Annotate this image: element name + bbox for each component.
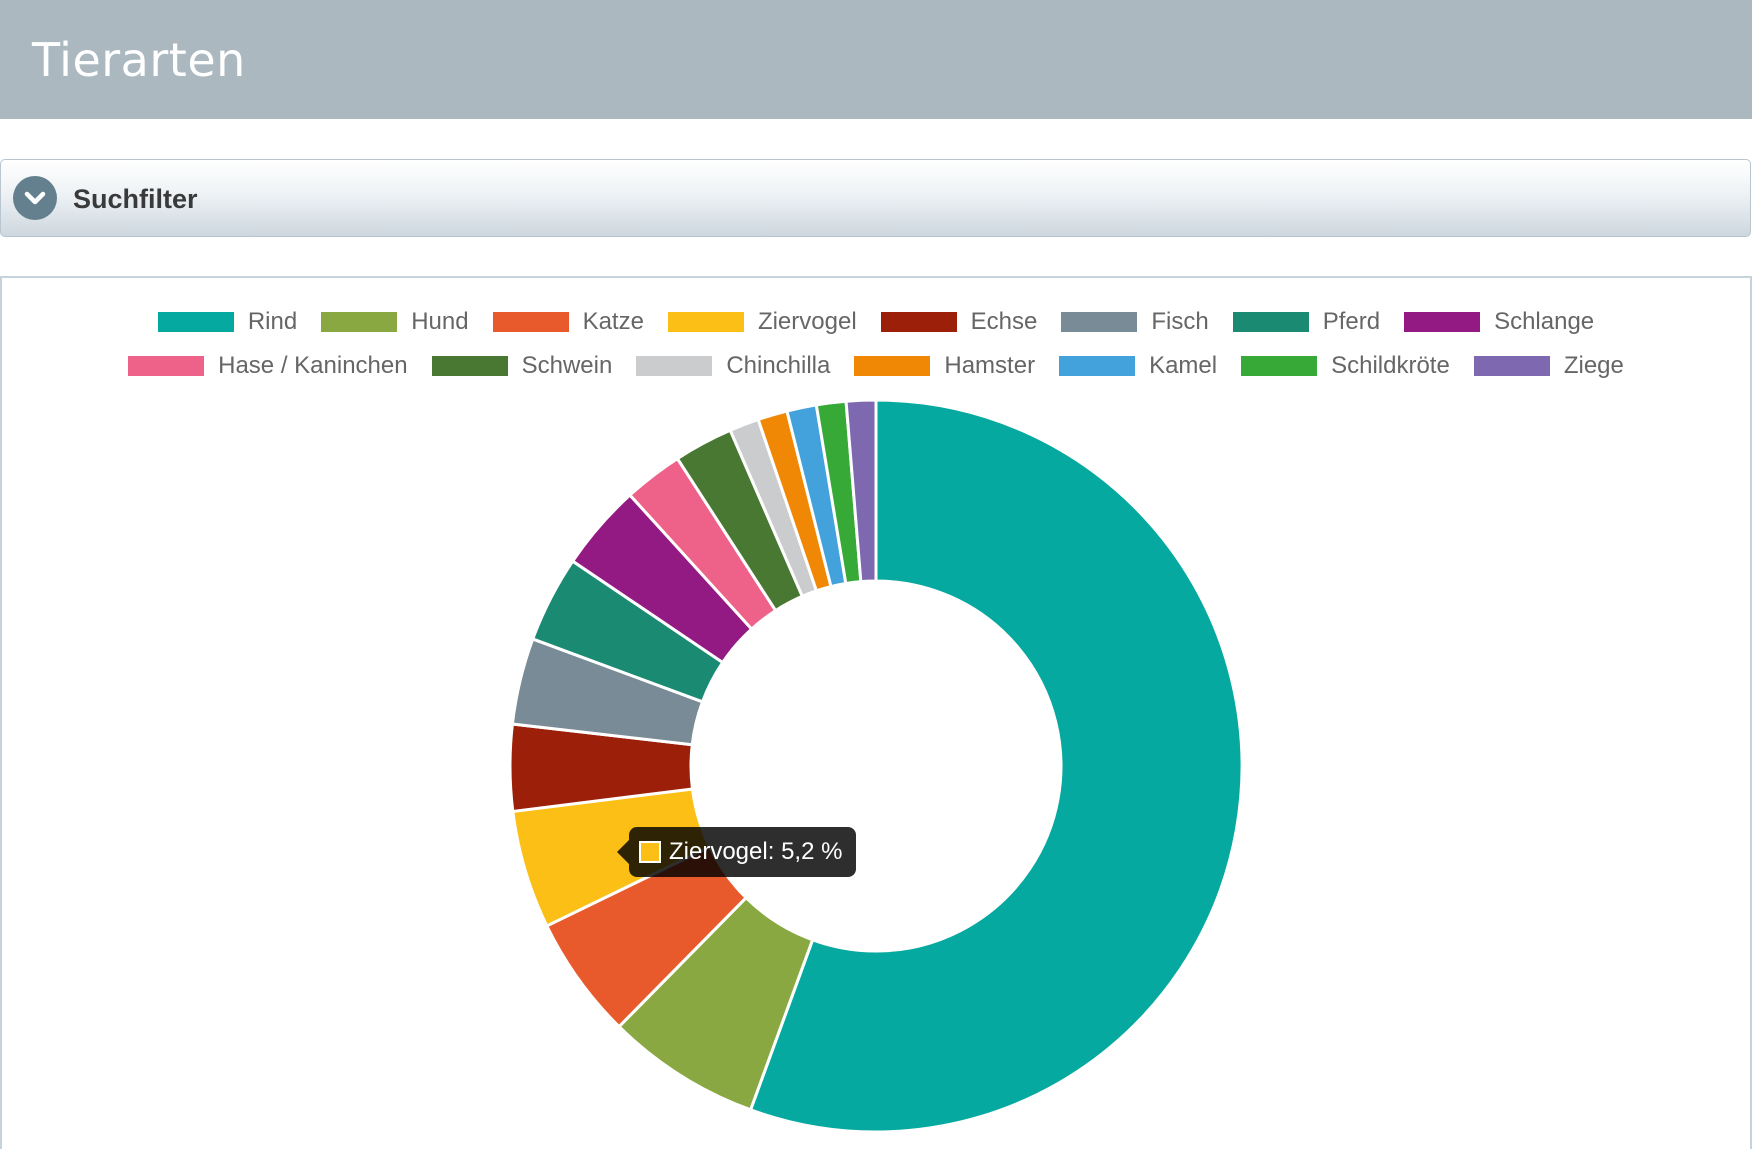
legend-swatch <box>636 356 713 376</box>
tooltip-separator: : <box>767 838 782 865</box>
legend-item-hase-kaninchen[interactable]: Hase / Kaninchen <box>128 352 408 380</box>
legend-row-1: Rind Hund Katze Ziervogel Echse Fisch Pferd Sch… <box>2 305 1750 339</box>
legend-swatch <box>1404 312 1481 332</box>
legend-label: Hamster <box>944 352 1036 379</box>
legend-swatch <box>880 312 957 332</box>
slice-rind[interactable] <box>748 398 1244 1134</box>
tooltip-value: 5,2 % <box>781 838 843 865</box>
legend-item-schildkroete[interactable]: Schildkröte <box>1241 352 1450 380</box>
chart-tooltip: Ziervogel: 5,2 % <box>616 827 857 877</box>
legend-label: Hase / Kaninchen <box>218 352 408 379</box>
search-filter-panel[interactable]: Suchfilter <box>0 159 1751 237</box>
legend-swatch <box>157 312 234 332</box>
legend-swatch <box>1232 312 1309 332</box>
legend-label: Chinchilla <box>726 352 831 379</box>
donut-chart <box>508 398 1244 1134</box>
legend-label: Ziervogel <box>757 308 857 335</box>
chevron-down-icon[interactable] <box>13 176 57 220</box>
legend-item-schlange[interactable]: Schlange <box>1404 308 1594 336</box>
legend-swatch <box>1473 356 1550 376</box>
page-header: Tierarten <box>0 0 1752 119</box>
legend-swatch <box>1241 356 1318 376</box>
legend-label: Kamel <box>1149 352 1218 379</box>
legend-item-kamel[interactable]: Kamel <box>1059 352 1217 380</box>
legend-label: Katze <box>582 308 644 335</box>
legend-item-hund[interactable]: Hund <box>321 308 469 336</box>
legend-row-2: Hase / Kaninchen Schwein Chinchilla Hamster… <box>2 349 1750 383</box>
legend-label: Schildkröte <box>1331 352 1450 379</box>
slice-ziege[interactable] <box>844 398 878 584</box>
legend-swatch <box>667 312 744 332</box>
legend-swatch <box>431 356 508 376</box>
legend-swatch <box>1061 312 1138 332</box>
legend-item-schwein[interactable]: Schwein <box>431 352 613 380</box>
chart-panel: Rind Hund Katze Ziervogel Echse Fisch Pferd Sch… <box>0 276 1752 1149</box>
tooltip-swatch <box>639 841 661 863</box>
legend-label: Rind <box>247 308 298 335</box>
legend-item-hamster[interactable]: Hamster <box>854 352 1035 380</box>
legend-item-katze[interactable]: Katze <box>492 308 644 336</box>
legend-item-fisch[interactable]: Fisch <box>1061 308 1209 336</box>
legend-label: Ziege <box>1563 352 1624 379</box>
legend-item-pferd[interactable]: Pferd <box>1232 308 1381 336</box>
legend-label: Schwein <box>521 352 613 379</box>
legend-item-ziege[interactable]: Ziege <box>1473 352 1624 380</box>
legend-item-chinchilla[interactable]: Chinchilla <box>636 352 830 380</box>
legend-item-echse[interactable]: Echse <box>880 308 1038 336</box>
legend-item-rind[interactable]: Rind <box>157 308 298 336</box>
legend-label: Pferd <box>1322 308 1381 335</box>
legend-item-ziervogel[interactable]: Ziervogel <box>667 308 857 336</box>
legend-label: Schlange <box>1494 308 1595 335</box>
legend-label: Echse <box>970 308 1038 335</box>
legend-swatch <box>854 356 931 376</box>
search-filter-label: Suchfilter <box>73 184 198 214</box>
page-title: Tierarten <box>32 33 246 87</box>
legend-swatch <box>321 312 398 332</box>
legend-swatch <box>492 312 569 332</box>
legend-label: Hund <box>411 308 469 335</box>
legend-swatch <box>1059 356 1136 376</box>
legend-label: Fisch <box>1151 308 1209 335</box>
legend-swatch <box>128 356 205 376</box>
tooltip-label: Ziervogel <box>669 838 768 865</box>
